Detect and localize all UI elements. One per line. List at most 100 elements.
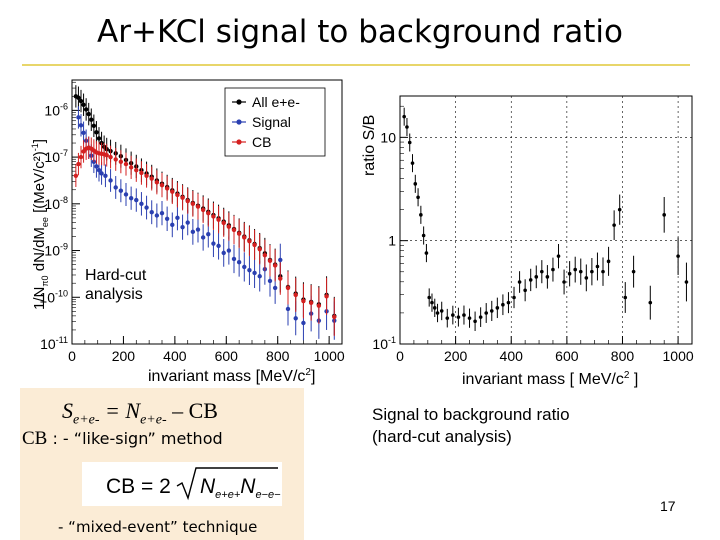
- data-point: [73, 173, 79, 178]
- data-point: [623, 295, 628, 300]
- caption-line-1: Signal to background ratio: [372, 405, 570, 424]
- data-point: [267, 278, 273, 284]
- data-point: [154, 213, 160, 218]
- data-point: [81, 149, 86, 154]
- data-point: [123, 161, 129, 167]
- x-tick-label: 0: [68, 348, 76, 364]
- data-point: [416, 195, 420, 200]
- plot-frame: [399, 95, 693, 345]
- plot-frame: [71, 79, 343, 345]
- data-point: [91, 123, 97, 128]
- data-point: [159, 210, 165, 216]
- data-point: [144, 205, 149, 210]
- data-point: [226, 224, 232, 229]
- data-point: [76, 95, 81, 100]
- data-point: [81, 102, 86, 107]
- data-point: [113, 157, 118, 162]
- left-chart-points: [73, 85, 337, 341]
- data-point: [242, 235, 247, 240]
- data-point: [473, 319, 477, 324]
- data-point: [236, 231, 242, 236]
- data-point: [94, 164, 99, 169]
- data-point: [104, 153, 109, 158]
- data-point: [128, 196, 134, 201]
- data-point: [278, 276, 283, 281]
- data-point: [462, 313, 466, 317]
- data-point: [190, 201, 196, 207]
- data-point: [216, 217, 221, 222]
- y-tick-label: 10-7: [44, 148, 68, 165]
- data-point: [293, 292, 298, 298]
- data-point: [478, 315, 483, 319]
- data-point: [262, 253, 268, 258]
- data-point: [83, 107, 89, 112]
- cb-formula-lhs: CB = 2: [106, 475, 171, 498]
- y-tick-label: 10-10: [39, 288, 68, 305]
- sqrt-sign: [176, 467, 278, 501]
- formula-box: Se+e- = Ne+e- – CB CB : - “like-sign” me…: [20, 388, 304, 540]
- data-point: [247, 239, 252, 244]
- data-point: [180, 195, 185, 200]
- data-point: [231, 256, 237, 262]
- x-tick-label: 600: [215, 348, 239, 364]
- data-point: [595, 264, 600, 269]
- data-point: [402, 114, 406, 119]
- data-point: [86, 111, 91, 117]
- left-chart-panel: 0 200 400 600 800 1000 10-6 10-7 10-8 10-9 10-10 1…: [20, 72, 348, 388]
- right-chart-frame: [399, 95, 693, 345]
- data-point: [617, 207, 622, 212]
- data-point: [257, 246, 262, 252]
- data-point: [144, 173, 149, 178]
- data-point: [456, 315, 461, 319]
- data-point: [128, 165, 134, 170]
- data-point: [200, 235, 206, 240]
- y-tick-label: 10-9: [44, 242, 68, 259]
- data-point: [590, 269, 594, 274]
- data-point: [528, 278, 533, 282]
- data-point: [185, 220, 190, 225]
- cb-method-line: CB : - “like-sign” method: [22, 428, 223, 449]
- right-chart-grid: [399, 96, 692, 345]
- data-point: [606, 259, 611, 264]
- data-point: [154, 180, 160, 185]
- data-point: [551, 267, 555, 272]
- data-point: [534, 275, 539, 279]
- page-number: 17: [660, 498, 676, 514]
- data-point: [242, 264, 247, 270]
- right-chart-panel: 0 200 400 600 800 1000 10 1 10-1 invariant mass…: [354, 72, 700, 394]
- data-point: [301, 298, 306, 304]
- data-point: [231, 227, 237, 233]
- data-point: [164, 216, 170, 221]
- data-point: [139, 170, 144, 176]
- data-point: [501, 302, 505, 307]
- x-tick-label: 200: [444, 348, 468, 364]
- page-title: Ar+KCl signal to background ratio: [97, 14, 623, 50]
- data-point: [684, 280, 689, 284]
- data-point: [211, 241, 216, 246]
- legend-marker: [236, 139, 242, 145]
- data-point: [405, 125, 409, 129]
- data-point: [285, 285, 291, 291]
- data-point: [96, 167, 102, 173]
- data-point: [149, 176, 154, 181]
- data-point: [451, 313, 455, 317]
- data-point: [512, 295, 516, 300]
- data-point: [573, 267, 577, 272]
- annotation-line-2: analysis: [85, 286, 143, 303]
- data-point: [252, 270, 257, 276]
- data-point: [170, 189, 175, 194]
- data-point: [601, 269, 605, 274]
- data-point: [123, 192, 129, 197]
- data-point: [662, 213, 666, 217]
- data-point: [76, 161, 81, 167]
- x-tick-label: 1000: [663, 348, 694, 364]
- x-tick-label: 400: [163, 348, 187, 364]
- data-point: [467, 316, 472, 320]
- title-underline: [22, 64, 690, 66]
- data-point: [419, 213, 423, 217]
- data-point: [108, 178, 113, 183]
- right-chart-points: [402, 107, 689, 331]
- data-point: [164, 186, 170, 191]
- left-chart: 0 200 400 600 800 1000 10-610-710-810-910-101…: [30, 79, 345, 385]
- data-point: [523, 288, 527, 293]
